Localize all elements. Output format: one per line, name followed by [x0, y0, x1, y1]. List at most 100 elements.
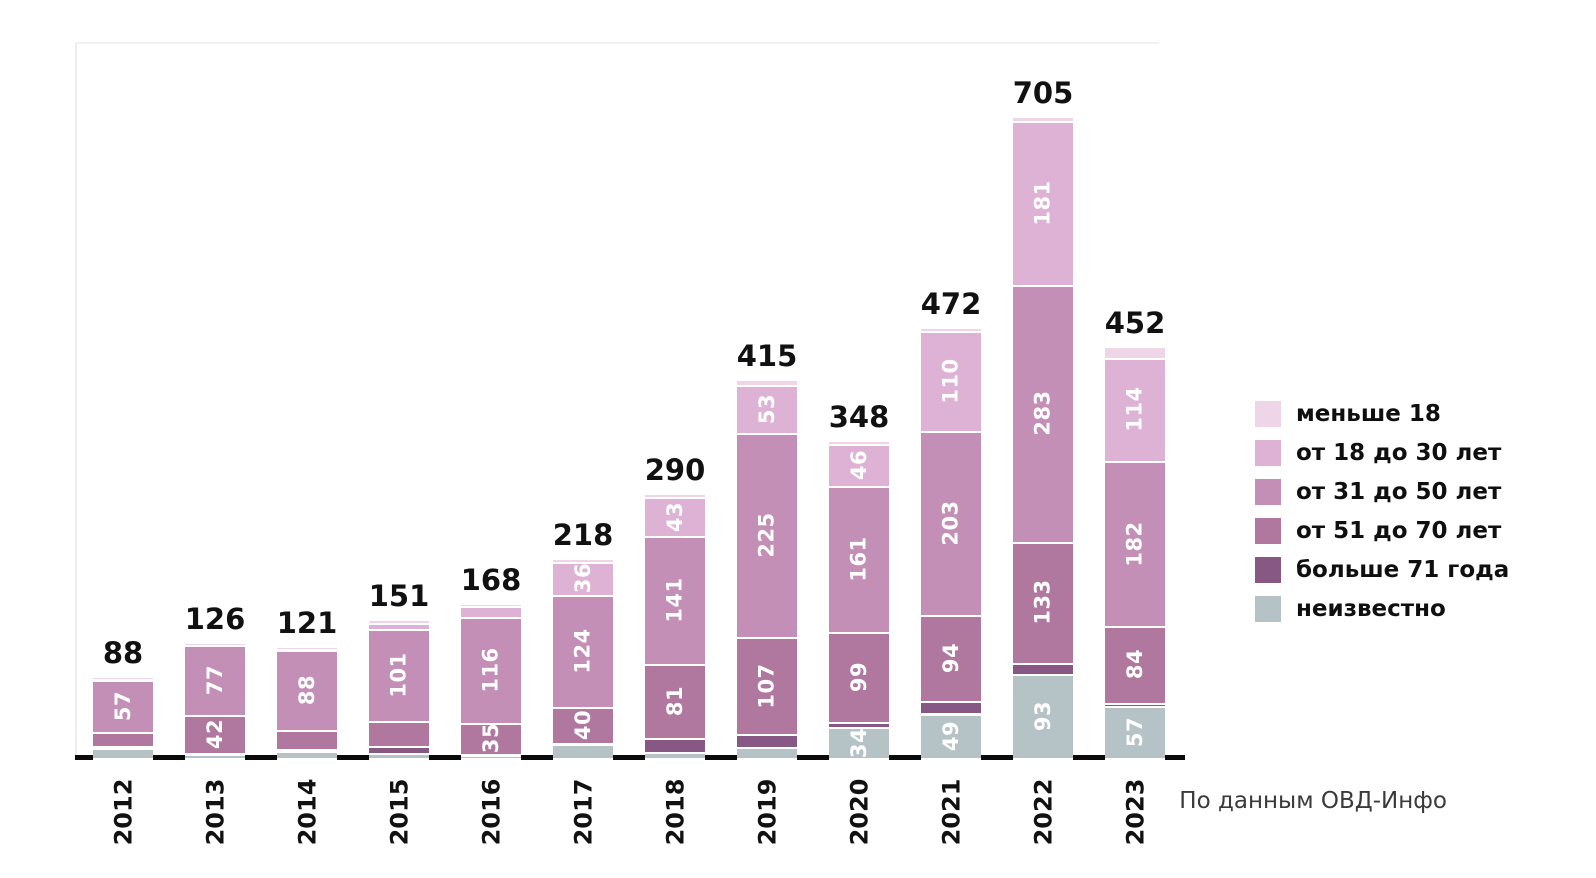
segment-separator [277, 648, 337, 652]
bar-total-label-2014: 121 [276, 606, 338, 641]
x-axis-year-label-2013: 2013 [180, 770, 250, 850]
plot-top-border [75, 42, 1159, 44]
segment-separator [737, 746, 797, 750]
legend-label: от 31 до 50 лет [1296, 478, 1502, 505]
x-axis-dash [429, 755, 461, 760]
segment-separator [185, 643, 245, 647]
segment-separator [93, 678, 153, 681]
segment-separator [1105, 701, 1165, 705]
legend: меньше 18 от 18 до 30 лет от 31 до 50 лет о… [1255, 394, 1509, 628]
bar-segment-2016-от-31-до-50-лет: 116 [461, 617, 521, 723]
bar-segment-2017-от-31-до-50-лет: 124 [553, 594, 613, 708]
x-axis-year-label-2015: 2015 [364, 770, 434, 850]
segment-value-label: 161 [847, 536, 871, 582]
x-axis-year-label-2020: 2020 [824, 770, 894, 850]
segment-value-label: 49 [938, 720, 963, 751]
segment-separator [737, 636, 797, 640]
bar-segment-2022-меньше-18 [1013, 117, 1073, 121]
bar-segment-2015-от-51-до-70-лет [369, 720, 429, 747]
bar-segment-2016-от-51-до-70-лет: 35 [461, 722, 521, 755]
bar-segment-2019-меньше-18 [737, 381, 797, 385]
x-axis-year-label-2021: 2021 [916, 770, 986, 850]
segment-value-label: 99 [846, 661, 871, 692]
bar-segment-2021-от-18-до-30-лет: 110 [921, 331, 981, 432]
segment-separator [369, 621, 429, 625]
bar-total-label-2017: 218 [552, 518, 614, 553]
x-axis-dash [1073, 755, 1105, 760]
x-axis-year-text: 2012 [108, 778, 137, 846]
x-axis-year-label-2023: 2023 [1100, 770, 1170, 850]
segment-separator [553, 706, 613, 710]
segment-value-label: 88 [294, 674, 319, 705]
segment-separator [1105, 460, 1165, 464]
segment-value-label: 101 [387, 652, 411, 698]
segment-value-label: 141 [663, 577, 687, 624]
bar-segment-2023-от-31-до-50-лет: 182 [1105, 461, 1165, 627]
legend-swatch [1255, 517, 1281, 544]
bar-segment-2016-меньше-18 [461, 605, 521, 607]
x-axis-dash [153, 755, 185, 760]
x-axis-year-text: 2020 [844, 778, 873, 846]
legend-label: от 18 до 30 лет [1296, 439, 1502, 466]
bar-total-label-2015: 151 [368, 578, 430, 613]
segment-separator [829, 720, 889, 724]
segment-value-label: 181 [1031, 180, 1055, 226]
bar-segment-2013-от-31-до-50-лет: 77 [185, 645, 245, 716]
bar-segment-2023-меньше-18 [1105, 347, 1165, 358]
segment-separator [645, 737, 705, 741]
segment-value-label: 40 [570, 710, 595, 741]
bar-segment-2021-меньше-18 [921, 329, 981, 332]
plot-left-border [75, 42, 77, 758]
segment-separator [369, 745, 429, 749]
bar-segment-2012-неизвестно [93, 748, 153, 758]
segment-separator [1105, 705, 1165, 709]
segment-separator [737, 383, 797, 387]
bar-segment-2018-больше-71-года [645, 738, 705, 752]
segment-separator [185, 752, 245, 756]
segment-separator [645, 496, 705, 500]
bar-total-label-2021: 472 [920, 287, 982, 322]
bar-segment-2020-от-51-до-70-лет: 99 [829, 631, 889, 722]
legend-item-больше-71-года: больше 71 года [1255, 550, 1509, 589]
bar-segment-2014-неизвестно [277, 750, 337, 758]
x-axis-year-text: 2017 [568, 778, 597, 846]
x-axis-year-label-2019: 2019 [732, 770, 802, 850]
segment-separator [645, 663, 705, 667]
bar-segment-2015-от-31-до-50-лет: 101 [369, 629, 429, 721]
segment-value-label: 114 [1123, 386, 1147, 432]
x-axis-year-text: 2021 [936, 778, 965, 846]
segment-separator [1013, 540, 1073, 544]
segment-value-label: 94 [938, 642, 963, 674]
bar-segment-2014-меньше-18 [277, 648, 337, 650]
segment-value-label: 203 [939, 500, 963, 546]
bar-segment-2019-больше-71-года [737, 734, 797, 748]
bar-segment-2021-неизвестно: 49 [921, 713, 981, 758]
bar-segment-2015-неизвестно [369, 752, 429, 758]
bar-segment-2019-от-51-до-70-лет: 107 [737, 637, 797, 735]
segment-separator [1105, 356, 1165, 360]
bar-segment-2020-от-31-до-50-лет: 161 [829, 485, 889, 632]
segment-separator [553, 742, 613, 746]
legend-label: меньше 18 [1296, 400, 1441, 427]
x-axis-dash [705, 755, 737, 760]
segment-value-label: 77 [202, 665, 227, 696]
segment-value-label: 34 [846, 727, 871, 758]
bar-segment-2020-меньше-18 [829, 442, 889, 444]
segment-separator [1105, 625, 1165, 629]
bar-segment-2020-неизвестно: 34 [829, 727, 889, 758]
segment-value-label: 93 [1030, 700, 1055, 731]
segment-value-label: 42 [202, 719, 227, 750]
segment-separator [737, 431, 797, 435]
segment-separator [461, 753, 521, 757]
x-axis-year-label-2018: 2018 [640, 770, 710, 850]
x-axis-year-label-2022: 2022 [1008, 770, 1078, 850]
segment-separator [737, 733, 797, 737]
legend-item-неизвестно: неизвестно [1255, 589, 1509, 628]
bar-segment-2020-от-18-до-30-лет: 46 [829, 443, 889, 486]
bar-segment-2014-от-51-до-70-лет [277, 729, 337, 749]
legend-swatch [1255, 556, 1281, 583]
bar-segment-2020-больше-71-года [829, 721, 889, 728]
segment-separator [93, 745, 153, 749]
legend-swatch [1255, 478, 1281, 505]
